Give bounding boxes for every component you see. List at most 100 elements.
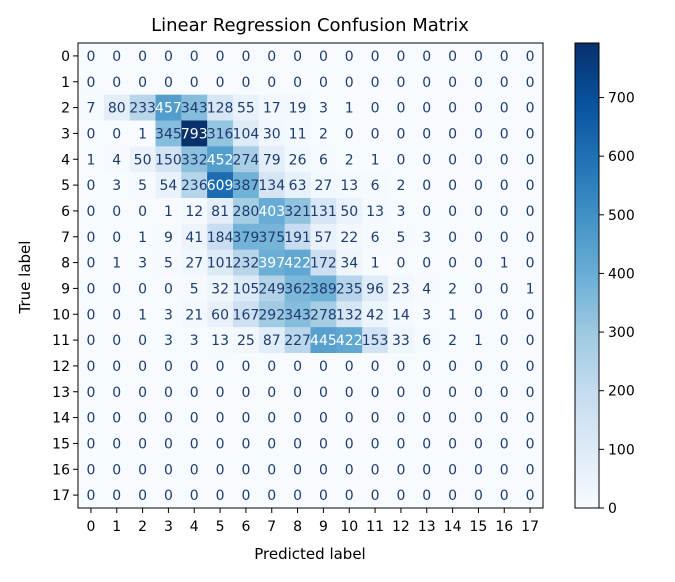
- heatmap-cell-label: 332: [181, 152, 208, 168]
- heatmap-cell-label: 0: [474, 359, 483, 375]
- heatmap-cell-label: 0: [319, 411, 328, 427]
- heatmap-cell-label: 0: [112, 307, 121, 323]
- heatmap-cell-label: 0: [86, 126, 95, 142]
- y-tick-label: 15: [52, 436, 70, 452]
- heatmap-cell: [465, 146, 492, 173]
- heatmap-cell-label: 0: [448, 178, 457, 194]
- heatmap-cell-label: 150: [155, 152, 182, 168]
- heatmap-cell-label: 0: [500, 307, 509, 323]
- heatmap-cell: [181, 404, 208, 431]
- heatmap-cell: [155, 275, 182, 302]
- heatmap-cell-label: 1: [164, 204, 173, 220]
- heatmap-cell: [78, 249, 105, 276]
- heatmap-cell-label: 105: [233, 281, 260, 297]
- chart-title: Linear Regression Confusion Matrix: [151, 15, 469, 36]
- heatmap-cell-label: 3: [164, 307, 173, 323]
- heatmap-cell: [103, 120, 131, 147]
- heatmap-cell-label: 292: [258, 307, 285, 323]
- heatmap-cell: [310, 172, 337, 199]
- heatmap-cell-label: 0: [396, 359, 405, 375]
- heatmap-cell: [362, 120, 389, 147]
- heatmap-cell: [129, 68, 156, 96]
- heatmap-cell: [465, 327, 492, 354]
- heatmap-cell: [439, 249, 466, 276]
- heatmap-cell: [439, 68, 466, 96]
- heatmap-cell-label: 54: [160, 178, 178, 194]
- x-tick-label: 9: [319, 519, 328, 535]
- heatmap-cell-label: 1: [371, 152, 380, 168]
- heatmap-cell-label: 0: [526, 307, 535, 323]
- heatmap-cell: [103, 94, 131, 121]
- colorbar-ticks: 0 100 200 300 400 500 600 700: [599, 91, 635, 517]
- heatmap-cell: [129, 249, 156, 276]
- heatmap-cell: [155, 43, 182, 70]
- heatmap-cell-label: 0: [396, 256, 405, 272]
- heatmap-cell: [362, 430, 389, 457]
- heatmap-cell-label: 6: [319, 152, 328, 168]
- heatmap-cell-label: 0: [526, 101, 535, 117]
- heatmap-cell: [78, 327, 105, 354]
- heatmap-cell-label: 0: [526, 178, 535, 194]
- heatmap-cell: [388, 223, 415, 251]
- heatmap-cell: [465, 353, 492, 380]
- heatmap-cell: [129, 43, 156, 70]
- heatmap-cell-label: 0: [474, 49, 483, 65]
- heatmap-cell-label: 0: [86, 281, 95, 297]
- heatmap-cell-label: 0: [500, 462, 509, 478]
- heatmap-cell-label: 50: [134, 152, 152, 168]
- heatmap-cell-label: 9: [164, 230, 173, 246]
- heatmap-cell: [310, 43, 337, 70]
- y-tick-label: 14: [52, 411, 70, 427]
- heatmap-cell-label: 236: [181, 178, 208, 194]
- heatmap-cell-label: 0: [500, 436, 509, 452]
- heatmap-cell: [258, 353, 286, 380]
- heatmap-cell-label: 0: [138, 49, 147, 65]
- y-tick-label: 17: [52, 488, 70, 504]
- heatmap-cell-label: 452: [207, 152, 234, 168]
- heatmap-cell-label: 0: [500, 75, 509, 91]
- heatmap-cell: [78, 456, 105, 483]
- x-tick-label: 14: [444, 519, 462, 535]
- heatmap-cell-label: 0: [474, 152, 483, 168]
- heatmap-cell-label: 0: [474, 178, 483, 194]
- heatmap-cell-label: 0: [500, 281, 509, 297]
- heatmap-cell-label: 0: [448, 230, 457, 246]
- heatmap-cell-label: 3: [190, 333, 199, 349]
- heatmap-cell-label: 0: [86, 333, 95, 349]
- heatmap-cell: [181, 353, 208, 380]
- heatmap-cell: [181, 43, 208, 70]
- heatmap-cell: [439, 146, 466, 173]
- heatmap-cell-label: 22: [340, 230, 358, 246]
- heatmap-cell-label: 0: [190, 436, 199, 452]
- x-tick-label: 4: [190, 519, 199, 535]
- heatmap-cell-label: 0: [500, 333, 509, 349]
- heatmap-cell-label: 42: [366, 307, 384, 323]
- heatmap-cell: [181, 378, 208, 406]
- heatmap-cell-label: 0: [216, 488, 225, 504]
- heatmap-cell-label: 3: [319, 101, 328, 117]
- heatmap-cell-label: 0: [112, 436, 121, 452]
- heatmap-cell: [413, 249, 441, 276]
- heatmap-cell-label: 79: [263, 152, 281, 168]
- heatmap-cell-label: 0: [345, 462, 354, 478]
- heatmap-cell-label: 0: [112, 75, 121, 91]
- heatmap-cell: [491, 353, 518, 380]
- heatmap-cell-label: 0: [500, 230, 509, 246]
- heatmap-cell: [103, 223, 131, 251]
- heatmap-cell-label: 0: [474, 488, 483, 504]
- colorbar-tick-label: 400: [608, 266, 635, 282]
- colorbar-tick-label: 500: [608, 208, 635, 224]
- heatmap-cell-label: 0: [474, 230, 483, 246]
- heatmap-cell: [233, 430, 260, 457]
- heatmap-cell: [388, 198, 415, 225]
- heatmap-cell-label: 0: [293, 49, 302, 65]
- heatmap-cell: [517, 301, 544, 328]
- heatmap-cell: [103, 430, 131, 457]
- heatmap-cell-label: 0: [500, 49, 509, 65]
- heatmap-cell: [129, 404, 156, 431]
- heatmap-cell: [491, 120, 518, 147]
- heatmap-cell-label: 0: [526, 488, 535, 504]
- heatmap-cell: [336, 353, 363, 380]
- heatmap-cell: [129, 482, 156, 509]
- heatmap-cell: [439, 378, 466, 406]
